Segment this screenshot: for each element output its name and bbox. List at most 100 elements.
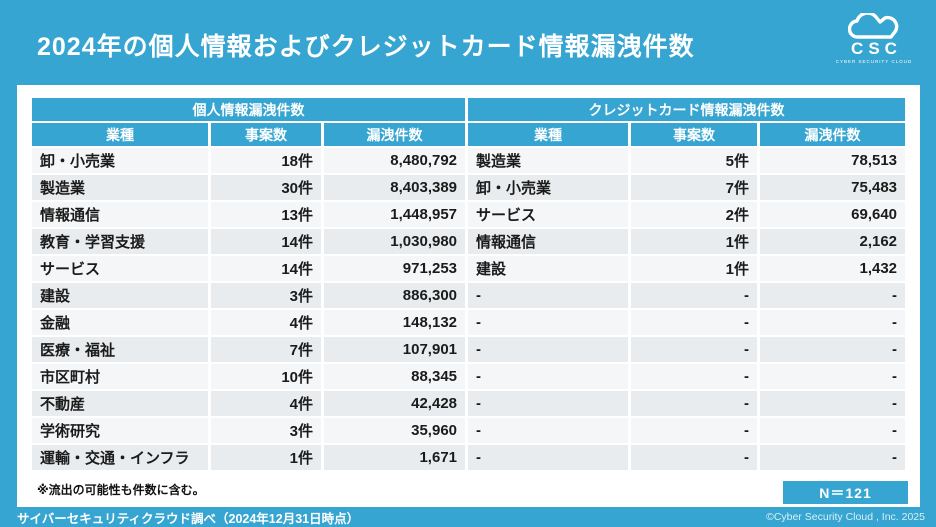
group-header-personal: 個人情報漏洩件数 (32, 98, 466, 121)
industry-cell: - (468, 337, 629, 362)
industry-cell: 不動産 (32, 391, 208, 416)
table-body: 卸・小売業 18件 8,480,792 製造業 5件 78,513 製造業 30件 8,403,… (32, 148, 906, 470)
cases-cell: - (631, 310, 758, 335)
group-header-creditcard: クレジットカード情報漏洩件数 (468, 98, 906, 121)
leaks-cell: 42,428 (324, 391, 466, 416)
leak-table: 個人情報漏洩件数 クレジットカード情報漏洩件数 業種 事案数 漏洩件数 業種 事… (29, 96, 908, 472)
leaks-cell: 35,960 (324, 418, 466, 443)
leaks-cell: 1,671 (324, 445, 466, 470)
group-header-row: 個人情報漏洩件数 クレジットカード情報漏洩件数 (32, 98, 906, 121)
leaks-cell: - (760, 364, 906, 389)
industry-cell: 情報通信 (32, 202, 208, 227)
industry-cell: 卸・小売業 (468, 175, 629, 200)
cases-cell: 14件 (211, 229, 321, 254)
table-row: 教育・学習支援 14件 1,030,980 情報通信 1件 2,162 (32, 229, 906, 254)
industry-cell: 運輸・交通・インフラ (32, 445, 208, 470)
table-row: 卸・小売業 18件 8,480,792 製造業 5件 78,513 (32, 148, 906, 173)
leaks-cell: - (760, 445, 906, 470)
leaks-cell: 2,162 (760, 229, 906, 254)
cases-cell: 5件 (631, 148, 758, 173)
cases-cell: 2件 (631, 202, 758, 227)
table-row: 医療・福祉 7件 107,901- - - (32, 337, 906, 362)
cloud-icon (848, 13, 900, 39)
cases-cell: 7件 (631, 175, 758, 200)
table-row: 運輸・交通・インフラ 1件 1,671- - - (32, 445, 906, 470)
brand-logo: CSC CYBER SECURITY CLOUD (835, 13, 913, 64)
industry-cell: 卸・小売業 (32, 148, 208, 173)
leaks-cell: 1,030,980 (324, 229, 466, 254)
industry-cell: 建設 (32, 283, 208, 308)
industry-cell: - (468, 445, 629, 470)
industry-cell: 学術研究 (32, 418, 208, 443)
col-header-industry: 業種 (468, 123, 629, 146)
col-header-leaks: 漏洩件数 (324, 123, 466, 146)
col-header-leaks: 漏洩件数 (760, 123, 906, 146)
leaks-cell: - (760, 418, 906, 443)
content-panel: 個人情報漏洩件数 クレジットカード情報漏洩件数 業種 事案数 漏洩件数 業種 事… (17, 85, 920, 507)
cases-cell: 3件 (211, 418, 321, 443)
industry-cell: 情報通信 (468, 229, 629, 254)
cases-cell: - (631, 283, 758, 308)
industry-cell: - (468, 283, 629, 308)
cases-cell: 1件 (211, 445, 321, 470)
cases-cell: 18件 (211, 148, 321, 173)
industry-cell: - (468, 418, 629, 443)
leaks-cell: 88,345 (324, 364, 466, 389)
table-row: 情報通信 13件 1,448,957 サービス 2件 69,640 (32, 202, 906, 227)
industry-cell: 建設 (468, 256, 629, 281)
table-row: 学術研究 3件 35,960- - - (32, 418, 906, 443)
industry-cell: 教育・学習支援 (32, 229, 208, 254)
table-row: 市区町村 10件 88,345- - - (32, 364, 906, 389)
cases-cell: 30件 (211, 175, 321, 200)
cases-cell: 1件 (631, 256, 758, 281)
leaks-cell: 8,403,389 (324, 175, 466, 200)
cases-cell: 14件 (211, 256, 321, 281)
column-header-row: 業種 事案数 漏洩件数 業種 事案数 漏洩件数 (32, 123, 906, 146)
table-row: サービス 14件 971,253 建設 1件 1,432 (32, 256, 906, 281)
industry-cell: - (468, 310, 629, 335)
page-title: 2024年の個人情報およびクレジットカード情報漏洩件数 (37, 33, 695, 61)
leaks-cell: 886,300 (324, 283, 466, 308)
footer-source: サイバーセキュリティクラウド調べ（2024年12月31日時点） (17, 511, 360, 526)
cases-cell: 10件 (211, 364, 321, 389)
cases-cell: 4件 (211, 310, 321, 335)
industry-cell: 製造業 (468, 148, 629, 173)
footer-copyright: ©Cyber Security Cloud , Inc. 2025 (766, 511, 925, 523)
table-row: 製造業 30件 8,403,389 卸・小売業 7件 75,483 (32, 175, 906, 200)
col-header-cases: 事案数 (631, 123, 758, 146)
industry-cell: - (468, 391, 629, 416)
leaks-cell: - (760, 391, 906, 416)
industry-cell: 市区町村 (32, 364, 208, 389)
cases-cell: 13件 (211, 202, 321, 227)
leaks-cell: 69,640 (760, 202, 906, 227)
table-row: 不動産 4件 42,428- - - (32, 391, 906, 416)
industry-cell: 医療・福祉 (32, 337, 208, 362)
industry-cell: サービス (32, 256, 208, 281)
industry-cell: 製造業 (32, 175, 208, 200)
leaks-cell: 1,432 (760, 256, 906, 281)
table-row: 建設 3件 886,300- - - (32, 283, 906, 308)
leaks-cell: 148,132 (324, 310, 466, 335)
brand-subtitle: CYBER SECURITY CLOUD (835, 59, 913, 64)
sample-size-badge: N＝121 (783, 481, 908, 504)
leaks-cell: 1,448,957 (324, 202, 466, 227)
cases-cell: 1件 (631, 229, 758, 254)
col-header-cases: 事案数 (211, 123, 321, 146)
brand-name: CSC (851, 39, 902, 58)
leaks-cell: 971,253 (324, 256, 466, 281)
cases-cell: - (631, 418, 758, 443)
cases-cell: - (631, 391, 758, 416)
cases-cell: 4件 (211, 391, 321, 416)
col-header-industry: 業種 (32, 123, 208, 146)
cases-cell: 3件 (211, 283, 321, 308)
footer-bar: サイバーセキュリティクラウド調べ（2024年12月31日時点） ©Cyber S… (0, 507, 936, 527)
leaks-cell: - (760, 310, 906, 335)
leaks-cell: 8,480,792 (324, 148, 466, 173)
leaks-cell: - (760, 337, 906, 362)
cases-cell: - (631, 337, 758, 362)
footnote: ※流出の可能性も件数に含む。 (37, 483, 205, 497)
industry-cell: - (468, 364, 629, 389)
cases-cell: 7件 (211, 337, 321, 362)
cases-cell: - (631, 445, 758, 470)
